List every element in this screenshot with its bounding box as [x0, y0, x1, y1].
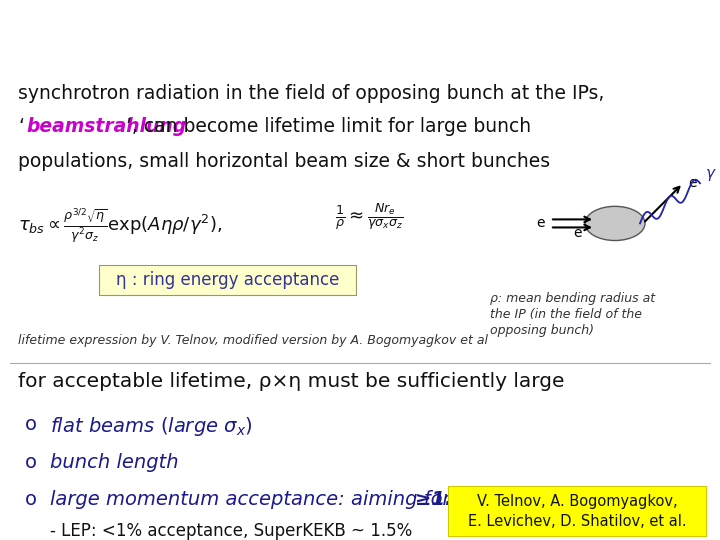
Text: - LEP: <1% acceptance, SuperKEKB ~ 1.5%: - LEP: <1% acceptance, SuperKEKB ~ 1.5%: [50, 522, 413, 540]
Text: V. Telnov, A. Bogomyagkov,: V. Telnov, A. Bogomyagkov,: [477, 494, 678, 509]
Text: ≥1.5% at 175 GeV: ≥1.5% at 175 GeV: [415, 490, 613, 509]
Text: ‘: ‘: [18, 117, 24, 136]
Text: for acceptable lifetime, ρ×η must be sufficiently large: for acceptable lifetime, ρ×η must be suf…: [18, 372, 564, 391]
Text: $\frac{1}{\rho} \approx \frac{Nr_e}{\gamma\sigma_x\sigma_z}$: $\frac{1}{\rho} \approx \frac{Nr_e}{\gam…: [335, 202, 403, 233]
Text: ’, can become lifetime limit for large bunch: ’, can become lifetime limit for large b…: [126, 117, 531, 136]
Text: populations, small horizontal beam size & short bunches: populations, small horizontal beam size …: [18, 152, 550, 171]
Text: the IP (in the field of the: the IP (in the field of the: [490, 308, 642, 321]
Text: o: o: [25, 490, 37, 509]
Text: synchrotron radiation in the field of opposing bunch at the IPs,: synchrotron radiation in the field of op…: [18, 84, 604, 103]
Text: E. Levichev, D. Shatilov, et al.: E. Levichev, D. Shatilov, et al.: [468, 514, 686, 529]
Text: e: e: [572, 226, 581, 240]
Text: $\gamma$: $\gamma$: [705, 167, 716, 183]
Text: η : ring energy acceptance: η : ring energy acceptance: [116, 271, 339, 289]
Text: beamstrahlung – potential limit at 175 GeV: beamstrahlung – potential limit at 175 G…: [12, 19, 720, 48]
FancyBboxPatch shape: [99, 265, 356, 295]
Text: large momentum acceptance: aiming for: large momentum acceptance: aiming for: [50, 490, 456, 509]
Text: opposing bunch): opposing bunch): [490, 324, 594, 337]
Text: lifetime expression by V. Telnov, modified version by A. Bogomyagkov et al: lifetime expression by V. Telnov, modifi…: [18, 334, 488, 347]
Text: bunch length: bunch length: [50, 453, 179, 471]
Text: ρ: mean bending radius at: ρ: mean bending radius at: [490, 292, 655, 305]
Text: e: e: [536, 217, 545, 231]
Text: e: e: [688, 176, 696, 190]
Text: o: o: [25, 453, 37, 471]
Text: o: o: [25, 415, 37, 434]
FancyBboxPatch shape: [448, 485, 706, 536]
Ellipse shape: [585, 206, 645, 240]
Text: $\mathit{flat\ beams\ (large\ \sigma_x)}$: $\mathit{flat\ beams\ (large\ \sigma_x)}…: [50, 415, 253, 438]
Text: beamstrahlung: beamstrahlung: [26, 117, 186, 136]
Text: $\tau_{bs} \propto \frac{\rho^{3/2}\sqrt{\eta}}{\gamma^2\sigma_z}\exp(A\eta\rho/: $\tau_{bs} \propto \frac{\rho^{3/2}\sqrt…: [18, 207, 222, 246]
